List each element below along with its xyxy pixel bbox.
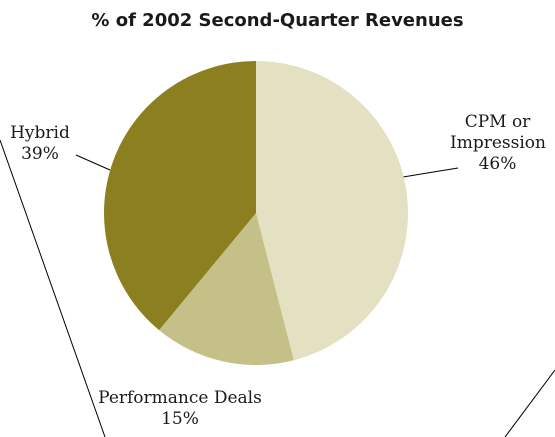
leader-line bbox=[75, 154, 111, 171]
chart-title: % of 2002 Second-Quarter Revenues bbox=[91, 10, 464, 31]
frame-line bbox=[0, 139, 106, 437]
value-label: 46% bbox=[478, 154, 517, 174]
frame-line bbox=[504, 369, 555, 437]
category-label: Performance Deals bbox=[98, 388, 262, 408]
slice-label: Performance Deals 15% bbox=[90, 388, 270, 430]
pie-slice bbox=[256, 61, 409, 361]
category-label: Hybrid bbox=[10, 123, 70, 143]
value-label: 39% bbox=[21, 144, 59, 164]
value-label: 15% bbox=[161, 409, 199, 429]
pie-slice bbox=[104, 60, 256, 331]
pie-slice bbox=[159, 213, 294, 365]
leader-line bbox=[402, 167, 459, 178]
slice-label: CPM or Impression 46% bbox=[435, 112, 555, 175]
category-label: CPM or Impression bbox=[450, 112, 546, 153]
slice-label: Hybrid 39% bbox=[0, 123, 80, 165]
